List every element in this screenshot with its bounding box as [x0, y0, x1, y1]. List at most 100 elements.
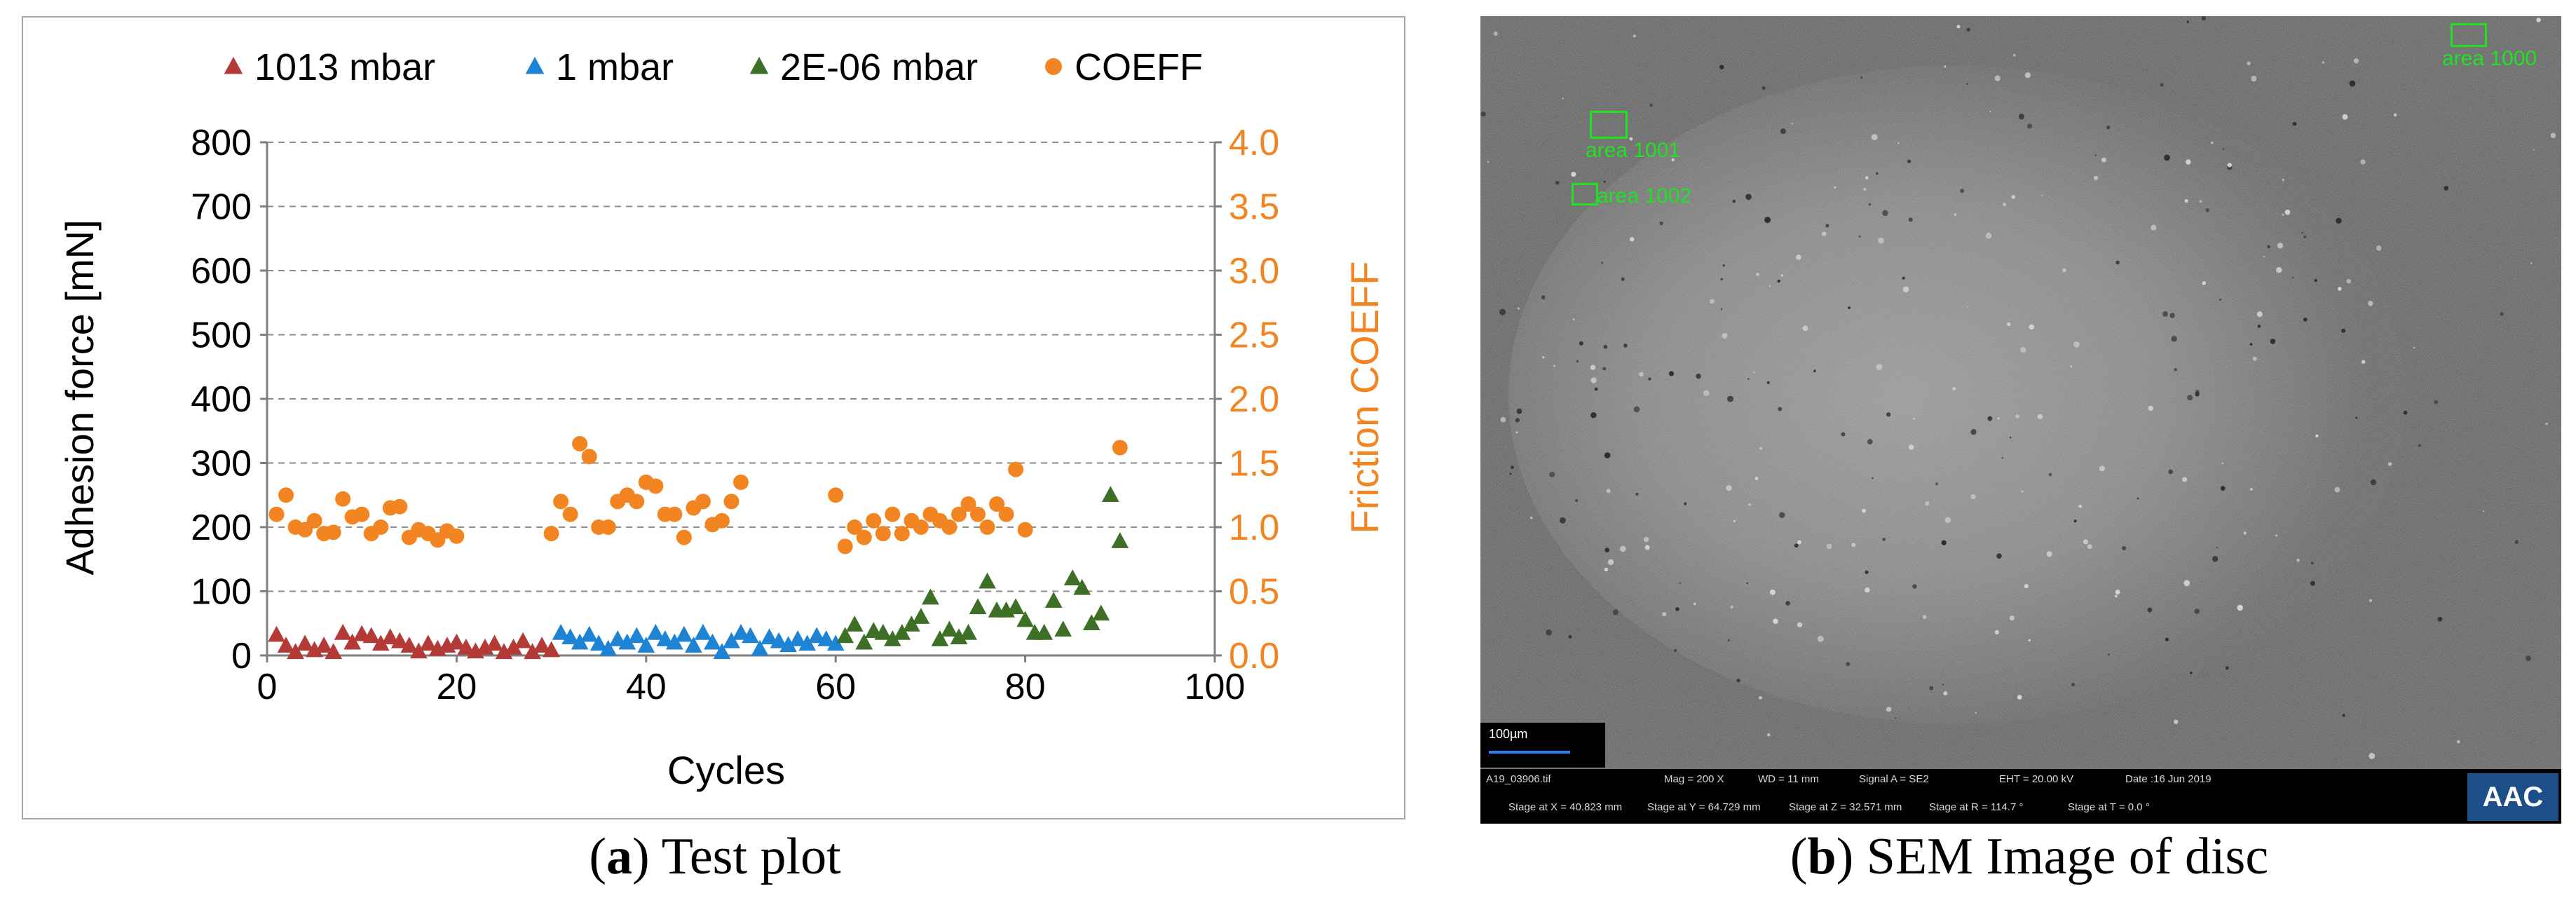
sem-particle — [1817, 635, 1824, 642]
sem-particle — [2225, 666, 2229, 670]
sem-particle — [1684, 502, 1687, 505]
sem-particle — [1644, 545, 1650, 550]
sem-particle — [2205, 208, 2209, 212]
adhesion-point — [675, 625, 693, 642]
sem-particle — [1693, 602, 1696, 606]
sem-particle — [2165, 637, 2169, 641]
sem-particle — [2387, 462, 2392, 466]
coeff-point — [970, 506, 986, 522]
coeff-point — [648, 478, 664, 494]
sem-particle — [2277, 243, 2284, 249]
sem-particle — [2108, 653, 2110, 655]
tick-labels: 01002003004005006007008000.00.51.01.52.0… — [191, 123, 1279, 707]
y2-tick-label: 1.0 — [1229, 508, 1279, 548]
legend-marker — [525, 57, 545, 74]
coeff-point — [562, 506, 578, 522]
sem-particle — [1780, 274, 1784, 277]
sem-particle — [2186, 20, 2189, 23]
sem-particle — [1895, 717, 1897, 719]
adhesion-point — [618, 633, 636, 650]
coeff-point — [828, 487, 844, 503]
adhesion-point — [789, 630, 807, 646]
adhesion-point — [1035, 623, 1053, 640]
sem-particle — [1576, 360, 1579, 363]
sem-particle — [1703, 390, 1710, 396]
y2-tick-label: 2.0 — [1229, 379, 1279, 420]
sem-particle — [2256, 311, 2263, 318]
adhesion-point — [296, 634, 314, 651]
sem-particle — [2195, 392, 2200, 397]
sem-particle — [1942, 683, 1944, 686]
adhesion-point — [334, 623, 352, 640]
sem-particle — [1797, 622, 1803, 627]
sem-particle — [1649, 104, 1653, 107]
adhesion-point — [590, 634, 608, 651]
sem-particle — [1648, 377, 1651, 381]
sem-particle — [1602, 367, 1607, 371]
sem-particle — [2322, 61, 2325, 64]
sem-particle — [2190, 672, 2193, 674]
sem-particle — [1764, 217, 1771, 224]
sem-particle — [1572, 318, 1575, 320]
sem-particle — [1907, 159, 1911, 163]
adhesion-point — [599, 639, 618, 656]
sem-particle — [2257, 325, 2261, 328]
sem-particle — [1517, 307, 1520, 310]
sem-particle — [1727, 395, 1733, 402]
y-tick-label: 300 — [191, 444, 252, 484]
sem-particle — [1960, 189, 1965, 193]
adhesion-point — [979, 572, 996, 589]
databar-wd: WD = 11 mm — [1758, 773, 1819, 785]
adhesion-point — [723, 632, 740, 648]
sem-particle — [2282, 179, 2284, 182]
sem-particle — [1935, 482, 1938, 486]
sem-particle — [1882, 210, 1888, 217]
sem-particle — [1659, 221, 1663, 226]
coeff-point — [723, 494, 740, 510]
sem-particle — [1553, 365, 1556, 367]
sem-particle — [2550, 132, 2556, 139]
coeff-point — [913, 519, 929, 535]
adhesion-point — [1007, 598, 1025, 615]
sem-particle — [2187, 395, 2193, 401]
sem-particle — [2276, 266, 2282, 273]
sem-particle — [1985, 232, 1992, 239]
sem-texture — [1480, 16, 2561, 768]
coeff-point — [335, 491, 351, 507]
sem-particle — [1604, 567, 1609, 572]
sem-particle — [2101, 157, 2106, 163]
sem-particle — [1754, 477, 1759, 481]
sem-particle — [1487, 161, 1490, 163]
adhesion-point — [817, 630, 836, 646]
sem-particle — [1555, 180, 1560, 185]
sem-particle — [2536, 18, 2541, 22]
sem-particle — [2162, 311, 2168, 317]
legend-label: 1013 mbar — [254, 46, 435, 88]
sem-particle — [2202, 281, 2207, 285]
sem-particle — [1858, 235, 1861, 238]
sem-particle — [1785, 601, 1790, 606]
sem-particle — [1736, 679, 1740, 683]
adhesion-point — [874, 623, 892, 640]
x-tick-label: 100 — [1185, 667, 1246, 707]
adhesion-point — [732, 623, 750, 640]
sem-particle — [2073, 341, 2080, 348]
sem-particle — [2500, 312, 2504, 316]
sem-particle — [2183, 580, 2190, 587]
sem-particle — [2301, 232, 2303, 234]
sem-particle — [1878, 237, 1884, 244]
adhesion-point — [448, 633, 465, 650]
adhesion-point — [580, 625, 599, 642]
x-tick-label: 80 — [1005, 667, 1046, 707]
sem-particle — [1590, 365, 1596, 370]
adhesion-point — [798, 634, 816, 651]
coeff-point — [950, 506, 967, 522]
databar-stage-t: Stage at T = 0.0 ° — [2068, 801, 2150, 813]
sem-particle — [2355, 416, 2358, 419]
sem-particle — [2029, 324, 2035, 330]
y-tick-label: 600 — [191, 251, 252, 292]
area-1001-box — [1590, 111, 1628, 139]
sem-particle — [1546, 629, 1552, 636]
adhesion-point — [742, 627, 759, 644]
sem-particle — [2349, 80, 2356, 87]
